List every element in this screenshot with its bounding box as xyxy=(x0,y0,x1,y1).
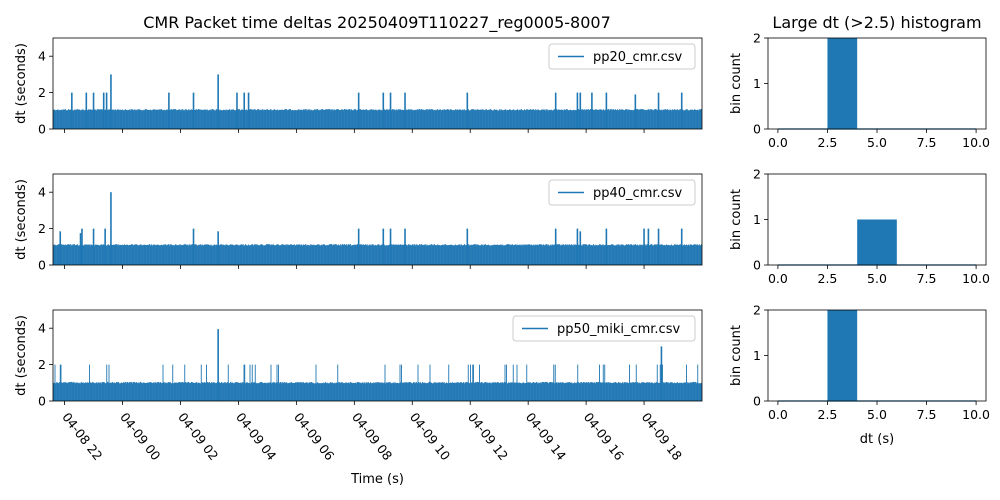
histogram-bar-1 xyxy=(827,38,858,129)
histogram-panel-1: 0 1 2 0.0 2.5 5.0 7.5 10.0 bin count Large dt (>2… xyxy=(729,13,990,150)
x-axis-label: dt (s) xyxy=(860,432,894,447)
x-tick-label: 5.0 xyxy=(867,271,887,286)
y-tick-label: 4 xyxy=(38,185,46,200)
x-tick-label: 2.5 xyxy=(818,407,838,422)
legend-box xyxy=(512,315,696,342)
axes-frame xyxy=(52,37,703,130)
histogram-bar-1 xyxy=(857,219,897,265)
y-tick-label: 0 xyxy=(38,258,46,273)
y-tick-label: 2 xyxy=(753,303,761,318)
y-tick-label: 0 xyxy=(753,122,761,137)
y-axis-label: dt (seconds) xyxy=(14,43,29,124)
y-tick-label: 0 xyxy=(753,394,761,409)
y-axis-label: dt (seconds) xyxy=(14,315,29,396)
x-tick-label: 0.0 xyxy=(768,135,788,150)
y-axis-label: dt (seconds) xyxy=(14,179,29,260)
y-tick-label: 1 xyxy=(753,76,761,91)
axes-frame xyxy=(52,173,703,266)
y-tick-label: 0 xyxy=(38,394,46,409)
legend: pp20_cmr.csv xyxy=(548,43,696,70)
y-tick-label: 2 xyxy=(753,31,761,46)
legend: pp40_cmr.csv xyxy=(548,179,696,206)
legend-label: pp50_miki_cmr.csv xyxy=(557,322,680,337)
y-tick-label: 2 xyxy=(38,221,46,236)
x-tick-label: 7.5 xyxy=(917,135,937,150)
baseline-series xyxy=(53,244,702,265)
x-tick-label: 7.5 xyxy=(917,407,937,422)
y-tick-label: 2 xyxy=(38,85,46,100)
x-tick-label: 7.5 xyxy=(917,271,937,286)
x-tick-label: 2.5 xyxy=(818,271,838,286)
figure-title: CMR Packet time deltas 20250409T110227_r… xyxy=(143,13,611,33)
legend-box xyxy=(548,43,696,70)
histogram-panel-3: 0 1 2 0.0 2.5 5.0 7.5 10.0 bin count dt (s) xyxy=(729,303,990,448)
timeseries-panel-1: 0 2 4 dt (seconds) pp20_cmr.csv xyxy=(14,37,703,137)
legend-label: pp40_cmr.csv xyxy=(593,186,683,201)
y-tick-label: 2 xyxy=(38,357,46,372)
x-tick-label: 10.0 xyxy=(962,135,990,150)
y-axis-label: bin count xyxy=(729,189,744,250)
y-tick-label: 0 xyxy=(38,122,46,137)
x-tick-label: 10.0 xyxy=(962,271,990,286)
histogram-bar-1 xyxy=(827,310,858,401)
y-tick-label: 4 xyxy=(38,49,46,64)
histogram-panel-2: 0 1 2 0.0 2.5 5.0 7.5 10.0 bin count xyxy=(729,167,990,287)
timeseries-panel-2: 0 2 4 dt (seconds) pp40_cmr.csv xyxy=(14,173,703,273)
x-axis-label: Time (s) xyxy=(350,472,404,487)
panels: 0 2 4 dt (seconds) pp20_cmr.csv 0 2 4 dt (second… xyxy=(14,13,990,487)
y-axis-label: bin count xyxy=(729,53,744,114)
legend-box xyxy=(548,179,696,206)
x-tick-label: 10.0 xyxy=(962,407,990,422)
x-tick-label: 2.5 xyxy=(818,135,838,150)
y-tick-label: 1 xyxy=(753,348,761,363)
baseline-series xyxy=(53,108,702,129)
legend-label: pp20_cmr.csv xyxy=(593,50,683,65)
y-tick-label: 0 xyxy=(753,258,761,273)
axes-frame xyxy=(52,309,703,402)
x-tick-label: 0.0 xyxy=(768,407,788,422)
x-tick-label: 5.0 xyxy=(867,407,887,422)
x-tick-label: 5.0 xyxy=(867,135,887,150)
histogram-title: Large dt (>2.5) histogram xyxy=(772,13,981,32)
x-tick-label: 0.0 xyxy=(768,271,788,286)
y-tick-label: 1 xyxy=(753,212,761,227)
y-tick-label: 2 xyxy=(753,167,761,182)
legend: pp50_miki_cmr.csv xyxy=(512,315,696,342)
y-tick-label: 4 xyxy=(38,321,46,336)
y-axis-label: bin count xyxy=(729,325,744,386)
baseline-series xyxy=(53,364,702,401)
